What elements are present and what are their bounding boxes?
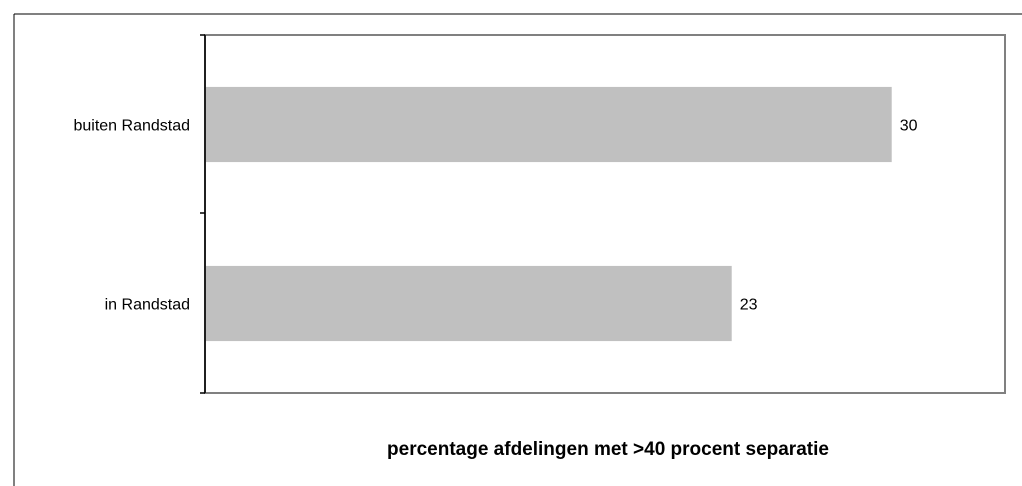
bar-1	[206, 266, 732, 341]
bar-0	[206, 87, 892, 162]
category-labels: buiten Randstad in Randstad	[73, 118, 190, 314]
data-label-0: 30	[900, 118, 918, 135]
x-axis-title: percentage afdelingen met >40 procent se…	[387, 439, 829, 460]
category-label-1: in Randstad	[105, 297, 190, 314]
data-label-1: 23	[740, 297, 758, 314]
category-label-0: buiten Randstad	[73, 118, 190, 135]
